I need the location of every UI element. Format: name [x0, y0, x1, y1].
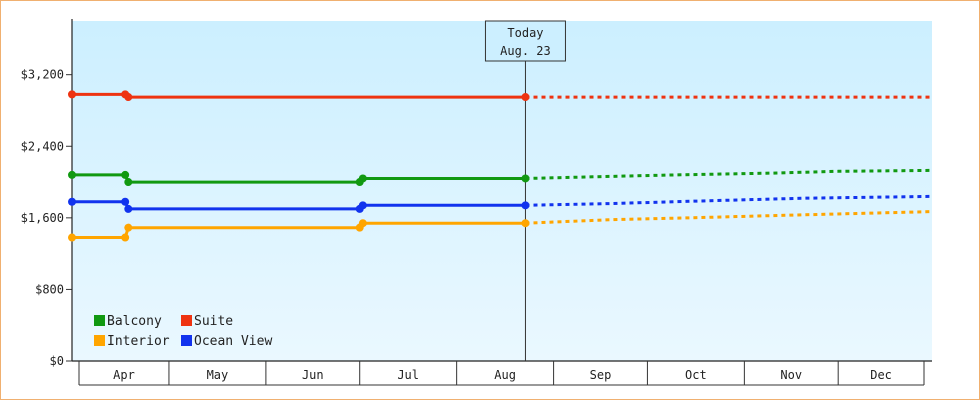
- x-tick-label: Dec: [870, 368, 892, 382]
- legend-label-ocean-view: Ocean View: [194, 334, 272, 349]
- data-point-interior: [68, 233, 76, 242]
- data-point-balcony: [358, 174, 367, 183]
- data-point-balcony: [121, 170, 130, 179]
- data-point-ocean-view: [68, 197, 76, 206]
- today-label: Today: [507, 26, 543, 40]
- data-point-interior: [121, 233, 130, 242]
- x-tick-label: Apr: [113, 368, 135, 382]
- data-point-balcony: [124, 178, 133, 187]
- data-point-suite: [521, 93, 530, 102]
- plot-background: [72, 21, 932, 361]
- x-tick-label: Nov: [780, 368, 802, 382]
- x-tick-label: Jun: [302, 368, 324, 382]
- x-tick-label: May: [207, 368, 229, 382]
- data-point-interior: [358, 219, 367, 228]
- forecast-line-interior: [525, 210, 933, 225]
- data-point-balcony: [68, 170, 76, 179]
- series-line-ocean-view: [72, 200, 526, 211]
- x-tick-label: Aug: [494, 368, 516, 382]
- legend-label-balcony: Balcony: [107, 314, 162, 329]
- legend-label-suite: Suite: [194, 314, 233, 329]
- legend-swatch-balcony: [94, 315, 105, 326]
- legend-swatch-ocean-view: [181, 335, 192, 346]
- forecast-line-balcony: [525, 168, 933, 180]
- x-tick-label: Oct: [685, 368, 707, 382]
- x-tick-label: Sep: [590, 368, 612, 382]
- legend-swatch-interior: [94, 335, 105, 346]
- data-point-interior: [124, 223, 133, 232]
- data-point-suite: [68, 90, 76, 99]
- series-line-interior: [72, 221, 526, 239]
- data-point-suite: [124, 93, 133, 102]
- y-tick-label: $0: [50, 354, 64, 368]
- legend-swatch-suite: [181, 315, 192, 326]
- today-box: [484, 20, 566, 62]
- data-point-ocean-view: [358, 201, 367, 210]
- data-point-ocean-view: [124, 204, 133, 213]
- y-tick-label: $2,400: [21, 139, 64, 153]
- y-tick-label: $3,200: [21, 68, 64, 82]
- data-point-balcony: [521, 174, 530, 183]
- data-point-interior: [521, 219, 530, 228]
- series-line-balcony: [72, 173, 526, 184]
- x-tick-label: Jul: [397, 368, 419, 382]
- data-point-ocean-view: [521, 201, 530, 210]
- today-date-label: Aug. 23: [500, 44, 551, 58]
- y-tick-label: $1,600: [21, 211, 64, 225]
- forecast-line-ocean-view: [525, 194, 933, 207]
- data-point-ocean-view: [121, 197, 130, 206]
- y-tick-label: $800: [35, 282, 64, 296]
- legend-label-interior: Interior: [107, 334, 170, 349]
